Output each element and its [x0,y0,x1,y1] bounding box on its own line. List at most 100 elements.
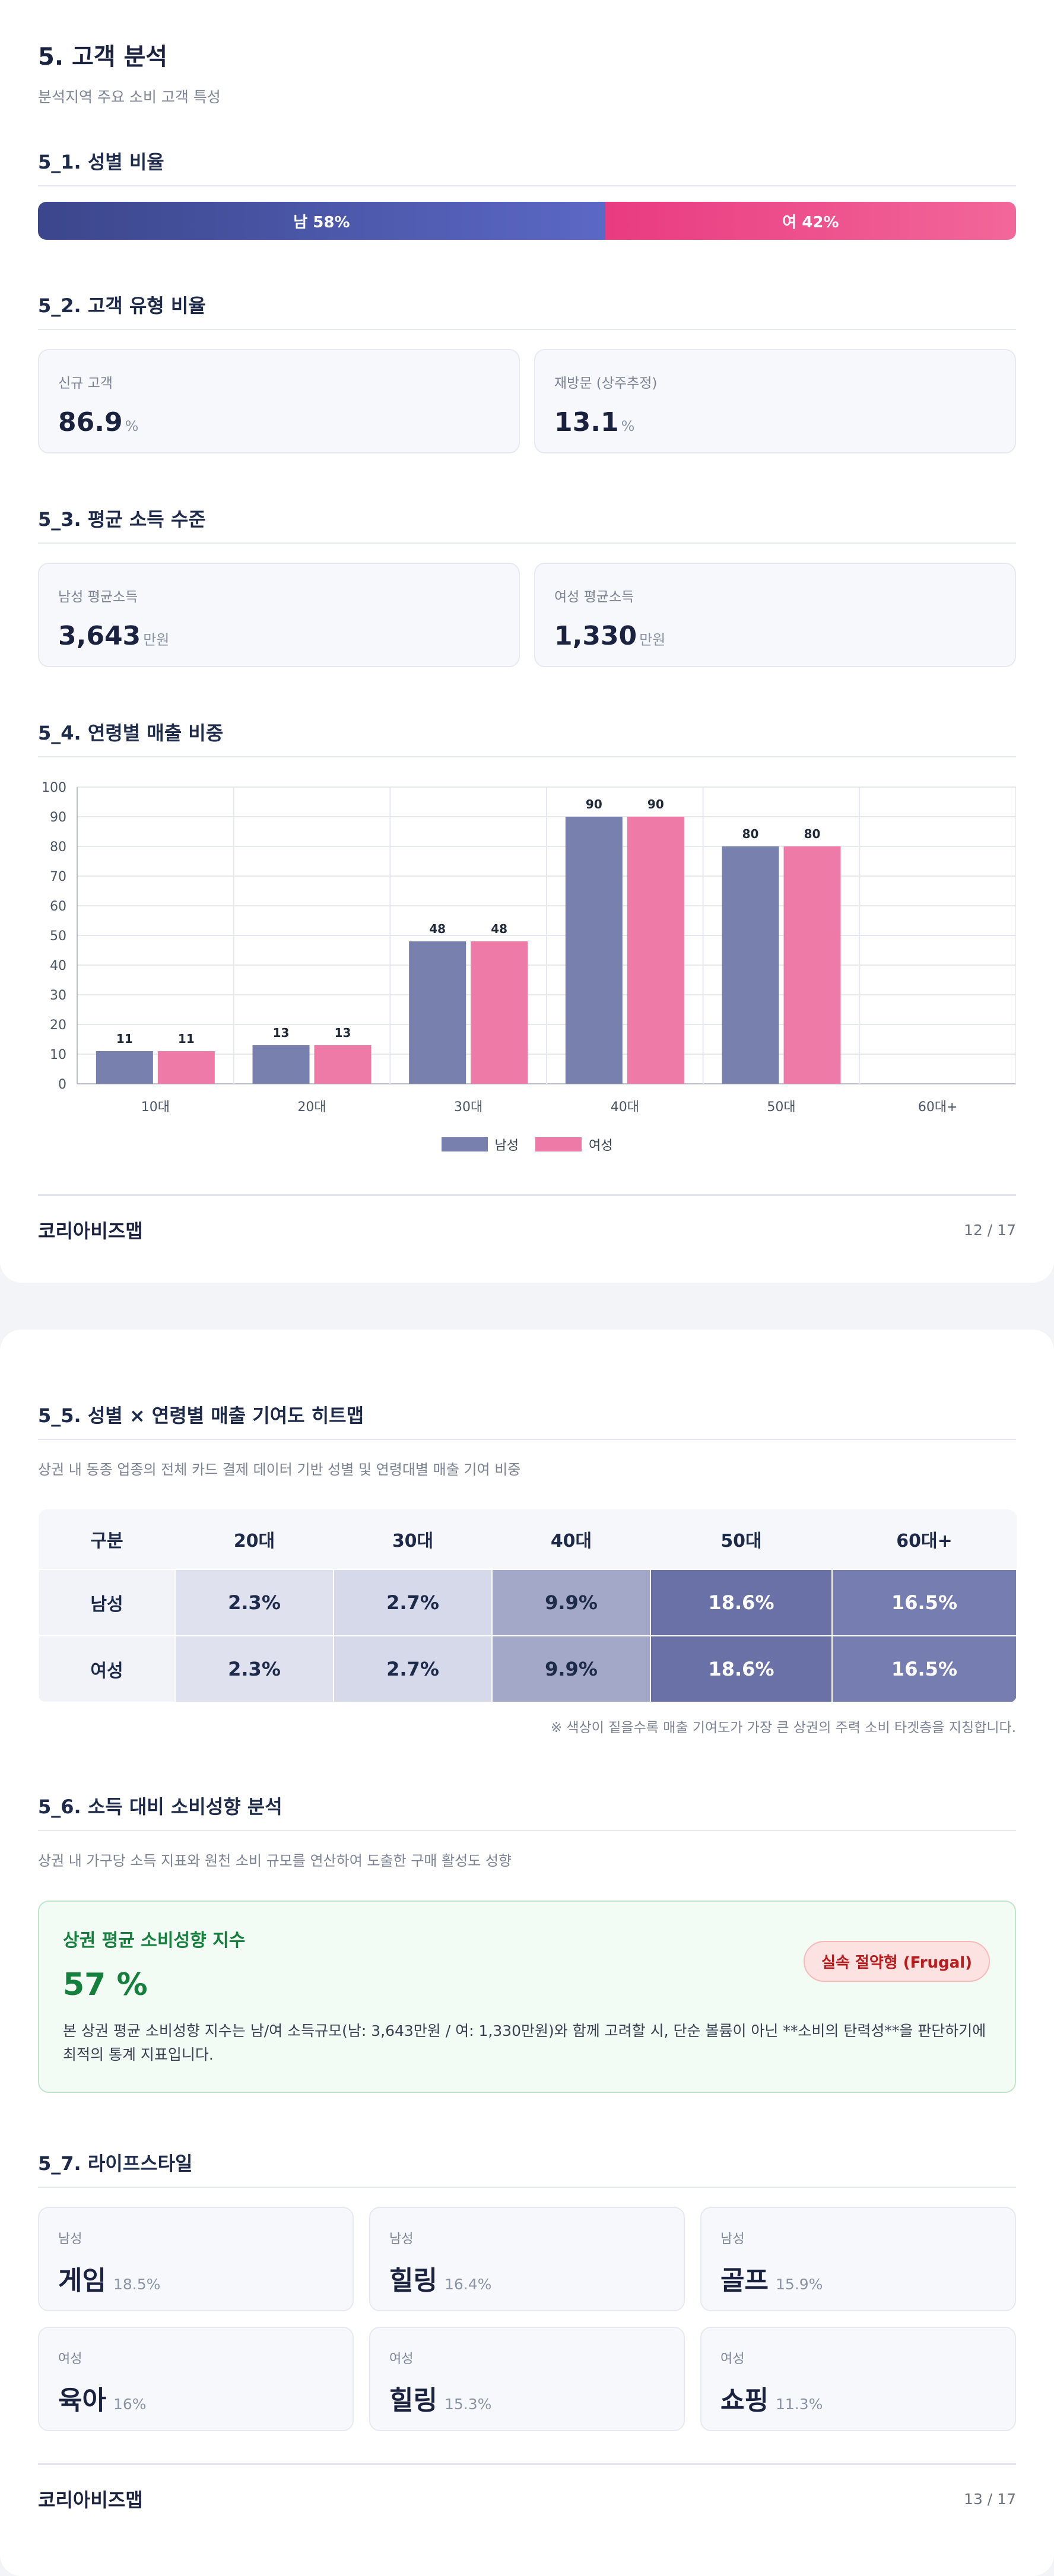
y-tick-label: 100 [42,781,66,795]
stat-unit: 만원 [143,632,170,648]
lifestyle-gender: 여성 [720,2352,745,2366]
lifestyle-gender: 남성 [58,2232,82,2247]
stat-card-new-customer: 신규 고객 86.9% [38,349,520,453]
y-tick-label: 10 [50,1048,66,1062]
lifestyle-card: 남성 힐링 16.4% [369,2207,685,2311]
x-tick-label: 60대+ [918,1100,958,1115]
bar-data-label: 80 [742,827,759,841]
income-section: 5_3. 평균 소득 수준 남성 평균소득 3,643 만원 여성 평균소득 1,… [38,505,1016,667]
heatmap-col-header: 20대 [175,1509,334,1569]
heatmap-cell: 2.3% [174,1569,334,1636]
heatmap-row-male: 남성 2.3% 2.7% 9.9% 18.6% 16.5% [38,1569,1017,1636]
lifestyle-name: 게임 [58,2266,106,2296]
age-sales-heading: 5_4. 연령별 매출 비중 [38,718,1016,757]
bar-male [96,1051,153,1084]
bar-data-label: 48 [429,922,446,936]
stat-label: 여성 평균소득 [554,589,634,605]
stat-value: 1,330 [554,621,637,651]
heatmap-header-row: 구분 20대 30대 40대 50대 60대+ [39,1509,1017,1569]
stat-unit: % [621,418,635,434]
bar-male [722,846,779,1084]
heatmap-cell: 16.5% [831,1635,1017,1703]
lifestyle-section: 5_7. 라이프스타일 남성 게임 18.5% 남성 힐링 16.4% 남성 골프 1… [38,2149,1016,2431]
legend-label-male: 남성 [494,1138,519,1153]
bar-data-label: 90 [586,797,602,811]
x-tick-label: 30대 [454,1100,482,1115]
page-subtitle: 분석지역 주요 소비 고객 특성 [38,88,221,106]
bar-female [471,941,528,1084]
lifestyle-name: 골프 [720,2266,769,2296]
y-tick-label: 70 [50,870,66,884]
report-page-12: 5. 고객 분석 분석지역 주요 소비 고객 특성 5_1. 성별 비율 남 5… [0,0,1054,1283]
lifestyle-name: 힐링 [389,2385,437,2416]
lifestyle-gender: 남성 [389,2232,414,2247]
stat-value: 3,643 [58,621,141,651]
gender-section: 5_1. 성별 비율 남 58% 여 42% [38,147,1016,240]
bar-female [627,817,684,1084]
heatmap-cell: 2.7% [333,1635,493,1703]
heatmap-section: 5_5. 성별 × 연령별 매출 기여도 히트맵 상권 내 동종 업종의 전체 … [38,1401,1017,1736]
stat-card-female-income: 여성 평균소득 1,330 만원 [534,563,1016,667]
legend-item-male: 남성 [441,1135,519,1154]
heatmap-cell: 18.6% [650,1635,833,1703]
bar-data-label: 80 [804,827,821,841]
bar-data-label: 11 [178,1032,195,1046]
stat-card-male-income: 남성 평균소득 3,643 만원 [38,563,520,667]
legend-swatch-female [535,1137,582,1151]
heatmap-cell: 2.7% [333,1569,493,1636]
x-tick-label: 20대 [297,1100,326,1115]
lifestyle-name: 육아 [58,2385,106,2416]
gender-bar-male: 남 58% [38,202,605,240]
heatmap-row-label: 남성 [38,1569,176,1636]
y-tick-label: 50 [50,929,66,944]
chart-legend: 남성 여성 [38,1135,1016,1154]
lifestyle-pct: 15.3% [444,2396,492,2413]
footer-brand: 코리아비즈맵 [38,1220,143,1242]
bar-data-label: 90 [647,797,664,811]
consumption-index-card: 상권 평균 소비성향 지수 57 % 실속 절약형 (Frugal) 본 상권 … [38,1901,1016,2093]
heatmap-cell: 16.5% [831,1569,1017,1636]
bar-female [157,1051,215,1084]
bar-data-label: 48 [491,922,507,936]
heatmap-heading: 5_5. 성별 × 연령별 매출 기여도 히트맵 [38,1401,1016,1440]
x-tick-label: 50대 [767,1100,795,1115]
y-tick-label: 60 [50,899,66,914]
lifestyle-pct: 15.9% [775,2276,823,2293]
age-sales-section: 5_4. 연령별 매출 비중 0 10 20 30 40 50 60 70 80 90 100 10대… [38,718,1016,1167]
lifestyle-heading: 5_7. 라이프스타일 [38,2149,1016,2188]
y-tick-label: 40 [50,959,66,973]
age-sales-chart: 0 10 20 30 40 50 60 70 80 90 100 10대 11 11 20대 13 13 30대 4… [38,775,1016,1167]
page-footer: 코리아비즈맵 13 / 17 [38,2463,1016,2512]
heatmap-row-label: 여성 [38,1635,176,1703]
lifestyle-card: 남성 게임 18.5% [38,2207,354,2311]
legend-swatch-male [441,1137,488,1151]
gender-heading: 5_1. 성별 비율 [38,147,1016,186]
bar-male [252,1045,310,1084]
lifestyle-card: 여성 육아 16% [38,2327,354,2431]
customer-type-section: 5_2. 고객 유형 비율 신규 고객 86.9% 재방문 (상주추정) 13.… [38,291,1016,453]
heatmap-col-header: 30대 [334,1509,492,1569]
y-tick-label: 90 [50,810,66,825]
footer-page-number: 13 / 17 [964,2490,1016,2508]
x-tick-label: 10대 [141,1100,170,1115]
legend-label-female: 여성 [589,1138,613,1153]
footer-brand: 코리아비즈맵 [38,2489,143,2511]
lifestyle-gender: 남성 [720,2232,745,2247]
customer-type-heading: 5_2. 고객 유형 비율 [38,291,1016,330]
x-tick-label: 40대 [611,1100,639,1115]
bar-female [783,846,841,1084]
y-tick-label: 80 [50,840,66,855]
heatmap-col-header: 50대 [650,1509,832,1569]
bar-data-label: 11 [116,1032,133,1046]
bar-female [314,1045,372,1084]
sales-heatmap-table: 구분 20대 30대 40대 50대 60대+ 남성 2.3% 2.7% 9.9… [38,1509,1017,1703]
y-tick-label: 0 [58,1077,66,1092]
heatmap-cell: 9.9% [491,1569,651,1636]
bar-data-label: 13 [273,1026,290,1040]
footer-page-number: 12 / 17 [964,1221,1016,1239]
consumption-card-body: 본 상권 평균 소비성향 지수는 남/여 소득규모(남: 3,643만원 / 여… [63,2022,986,2063]
lifestyle-pct: 11.3% [775,2396,823,2413]
consumption-section: 5_6. 소득 대비 소비성향 분석 상권 내 가구당 소득 지표와 원천 소비… [38,1792,1016,2093]
heatmap-cell: 2.3% [174,1635,334,1703]
page-footer: 코리아비즈맵 12 / 17 [38,1194,1016,1243]
